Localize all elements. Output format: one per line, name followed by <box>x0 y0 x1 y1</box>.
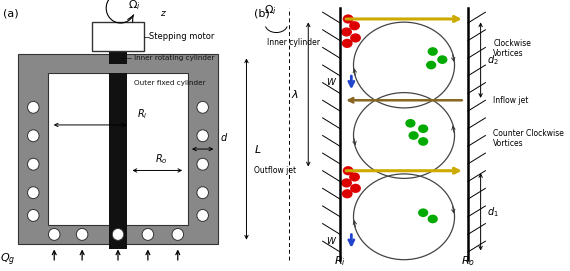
Circle shape <box>27 130 39 142</box>
Circle shape <box>343 166 353 175</box>
Text: $d$: $d$ <box>220 131 229 143</box>
Circle shape <box>197 209 209 221</box>
Text: (a): (a) <box>3 8 18 18</box>
Text: Clockwise
Vortices: Clockwise Vortices <box>494 39 531 59</box>
Circle shape <box>426 61 436 69</box>
Text: $\lambda$: $\lambda$ <box>291 88 299 100</box>
Circle shape <box>197 101 209 113</box>
Circle shape <box>428 47 438 56</box>
Circle shape <box>418 124 428 133</box>
Circle shape <box>343 14 353 24</box>
Circle shape <box>349 21 360 30</box>
Circle shape <box>350 33 361 43</box>
Text: Stepping motor: Stepping motor <box>149 32 215 41</box>
Circle shape <box>349 172 360 182</box>
Circle shape <box>341 178 352 188</box>
Text: (b): (b) <box>254 8 270 18</box>
Text: $W$: $W$ <box>326 76 337 87</box>
Circle shape <box>197 187 209 199</box>
Circle shape <box>27 101 39 113</box>
Circle shape <box>27 209 39 221</box>
Circle shape <box>197 130 209 142</box>
Text: Inflow jet: Inflow jet <box>494 96 529 105</box>
Circle shape <box>342 189 353 198</box>
Circle shape <box>418 208 428 217</box>
Text: Inner cylinder: Inner cylinder <box>267 38 320 47</box>
Text: $R_i$: $R_i$ <box>334 254 346 268</box>
Circle shape <box>48 228 60 240</box>
Text: $W$: $W$ <box>326 235 337 246</box>
Circle shape <box>142 228 154 240</box>
Bar <box>18 54 218 244</box>
Bar <box>48 64 188 73</box>
Text: $z$: $z$ <box>160 9 167 18</box>
Circle shape <box>350 184 361 193</box>
Text: Outflow jet: Outflow jet <box>254 166 296 175</box>
Text: Inner rotating cylinder: Inner rotating cylinder <box>134 55 214 61</box>
Bar <box>92 22 144 51</box>
Circle shape <box>342 39 353 48</box>
Bar <box>109 49 127 249</box>
Circle shape <box>76 228 88 240</box>
Circle shape <box>428 215 438 223</box>
Text: $\Omega_i$: $\Omega_i$ <box>128 0 141 12</box>
Circle shape <box>27 187 39 199</box>
Text: $R_i$: $R_i$ <box>137 107 148 121</box>
Bar <box>48 73 188 225</box>
Text: $R_o$: $R_o$ <box>461 254 475 268</box>
Text: Counter Clockwise
Vortices: Counter Clockwise Vortices <box>494 128 564 148</box>
Circle shape <box>197 158 209 170</box>
Text: $d_1$: $d_1$ <box>487 205 499 219</box>
Text: Outer fixed cylinder: Outer fixed cylinder <box>134 80 205 86</box>
Text: $Q_g$: $Q_g$ <box>1 252 16 268</box>
Text: $R_o$: $R_o$ <box>154 152 168 166</box>
Circle shape <box>172 228 184 240</box>
Text: $L$: $L$ <box>254 143 262 155</box>
Circle shape <box>112 228 124 240</box>
Circle shape <box>405 119 416 128</box>
Text: $d_2$: $d_2$ <box>487 53 499 67</box>
Text: $\Omega_i$: $\Omega_i$ <box>263 3 276 17</box>
Circle shape <box>418 137 428 146</box>
Circle shape <box>409 131 419 140</box>
Circle shape <box>27 158 39 170</box>
Circle shape <box>341 27 352 37</box>
Circle shape <box>437 55 447 64</box>
